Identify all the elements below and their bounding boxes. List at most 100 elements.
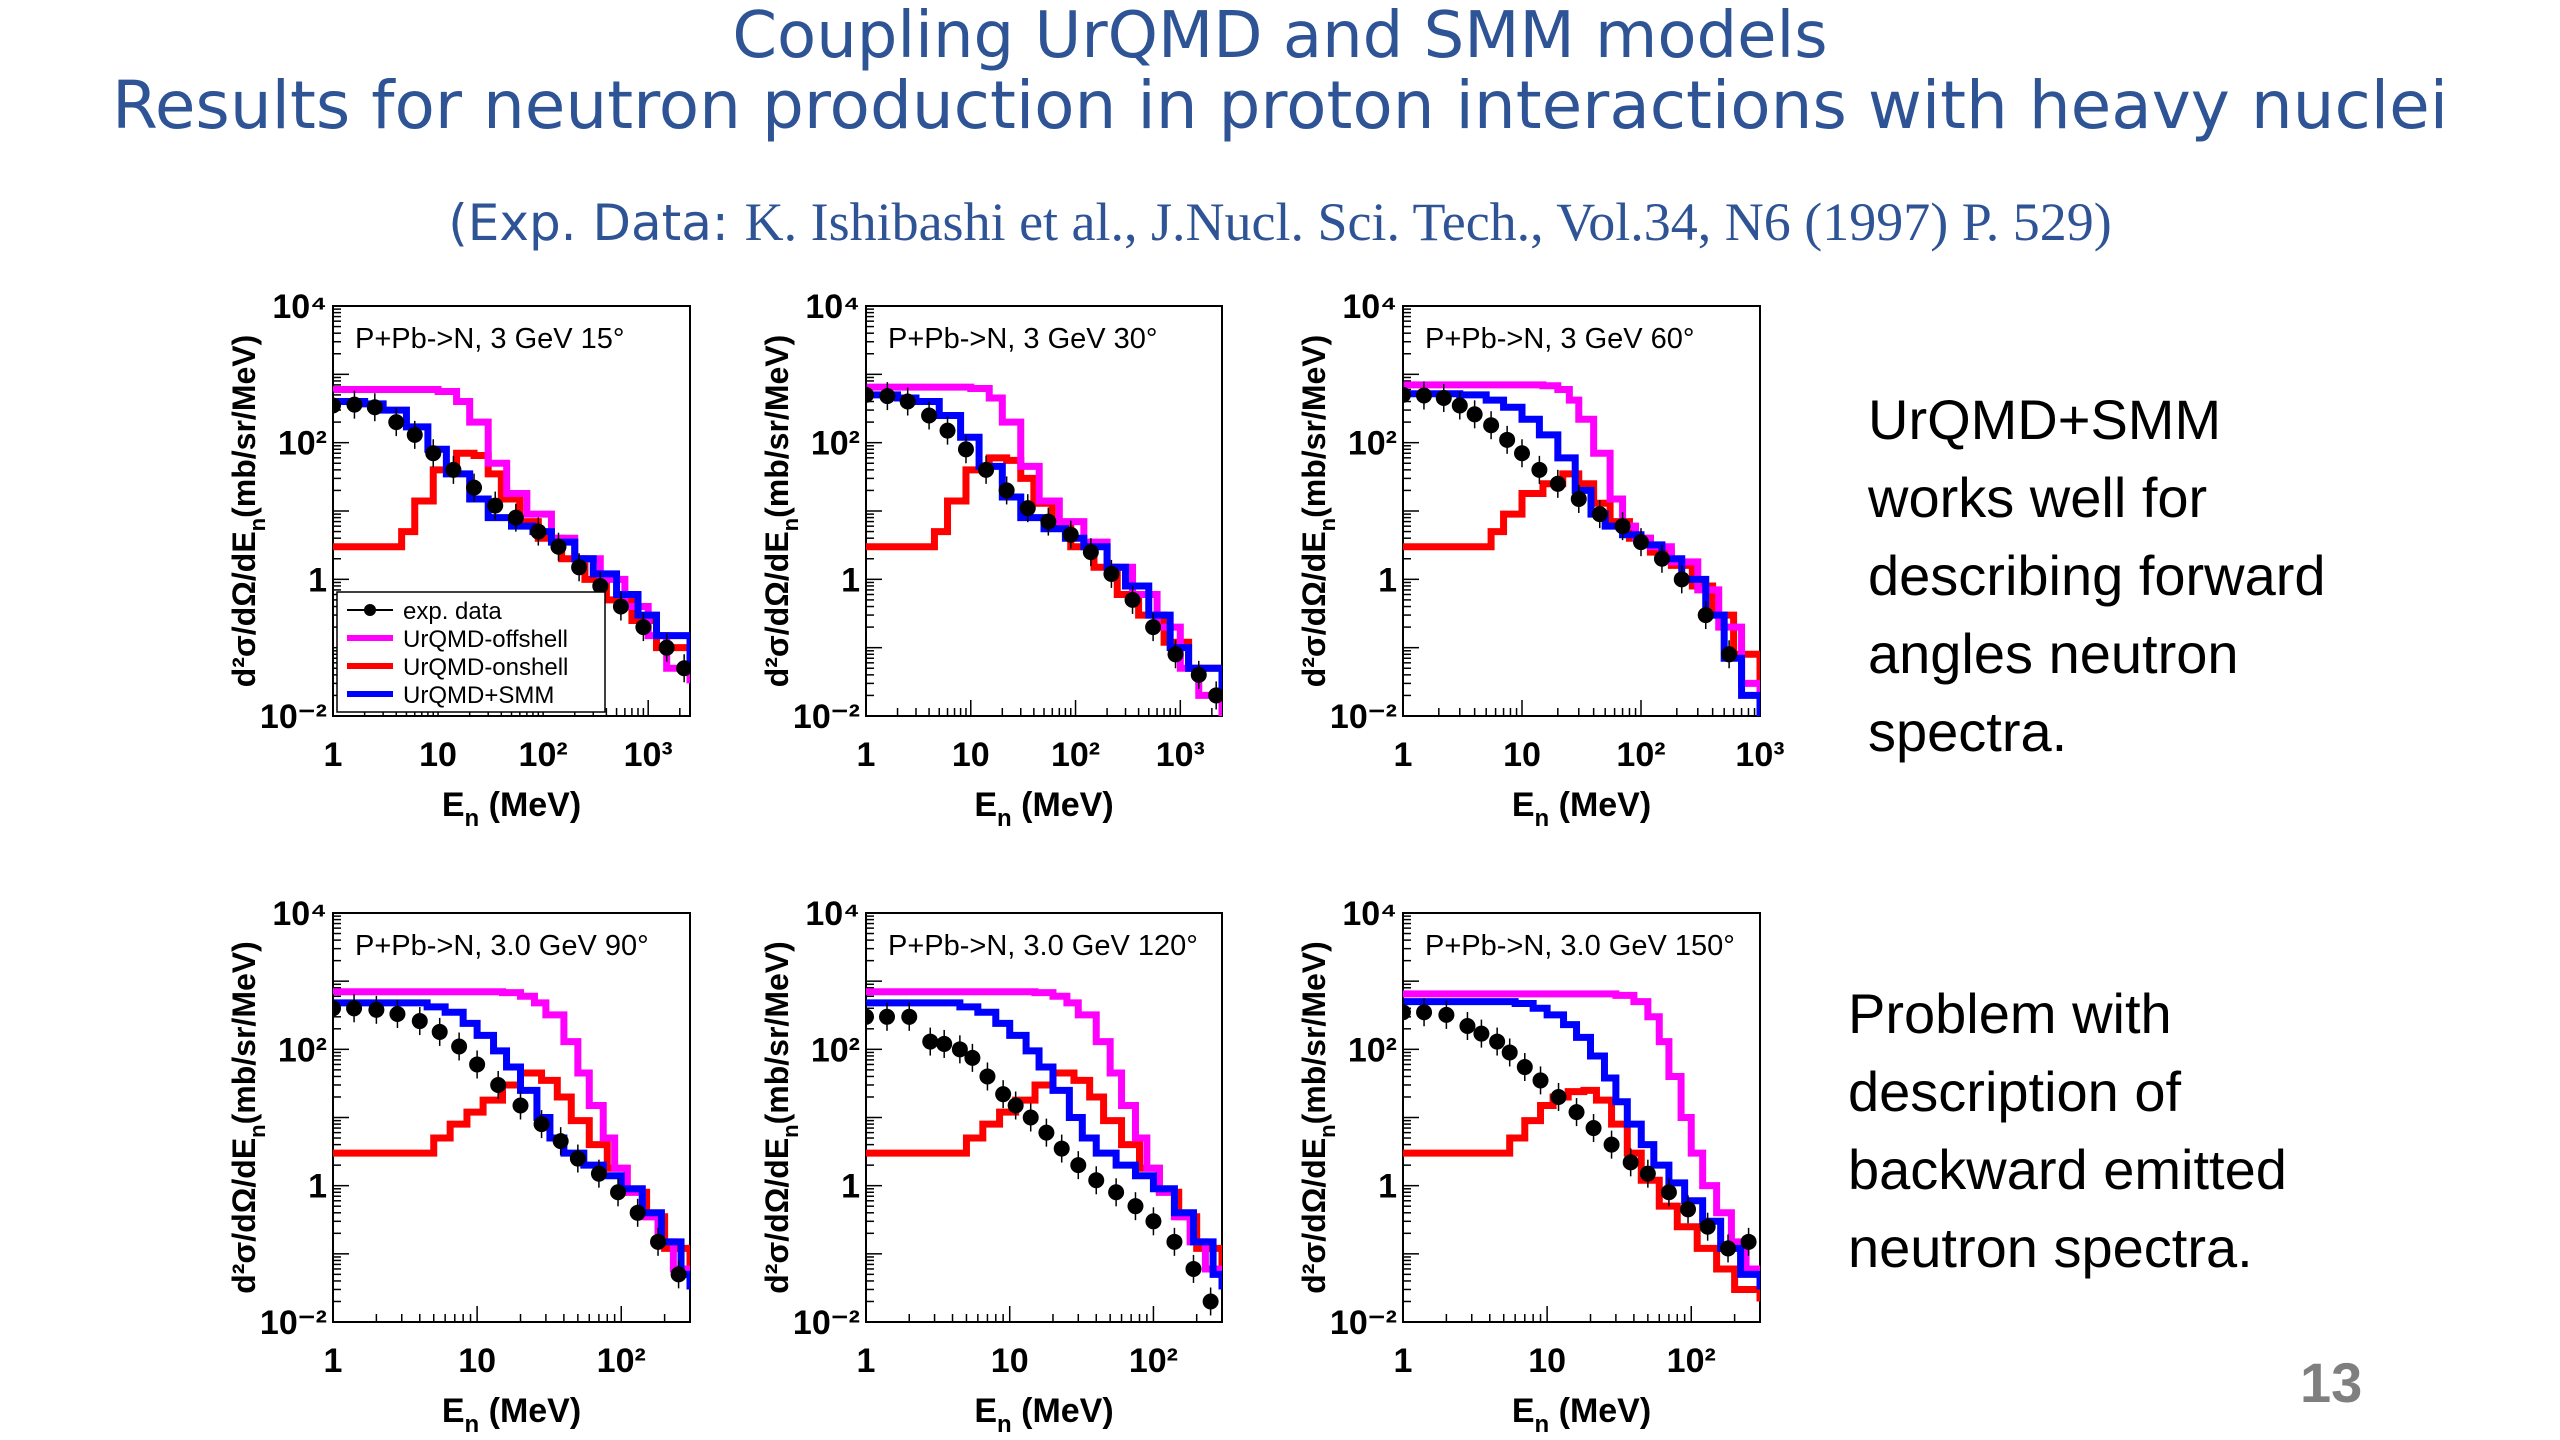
data-reference: (Exp. Data: K. Ishibashi et al., J.Nucl.… [0, 190, 2560, 255]
exp-data-point [1103, 565, 1120, 582]
exp-data-point [1603, 1136, 1620, 1153]
x-tick-label: 10² [1667, 1342, 1716, 1380]
y-tick-label: 10² [1348, 1031, 1397, 1069]
series-group [1403, 990, 1760, 1302]
exp-data-point [1499, 431, 1516, 448]
y-tick-label: 10⁻² [260, 698, 327, 736]
panel-title: P+Pb->N, 3 GeV 15° [355, 323, 625, 355]
exp-data-point [1516, 1059, 1533, 1076]
exp-data-point [1466, 406, 1483, 423]
exp-data-point [901, 1008, 918, 1025]
x-axis-label: En (MeV) [1512, 1392, 1651, 1438]
x-tick-label: 10 [991, 1342, 1029, 1380]
note-line: backward emitted [1848, 1138, 2287, 1201]
legend-label: exp. data [403, 598, 502, 625]
x-tick-label: 1 [1394, 1342, 1413, 1380]
series-group [1403, 380, 1760, 716]
series-group [333, 385, 690, 684]
exp-data-point [487, 497, 504, 514]
exp-data-point [490, 1076, 507, 1093]
exp-data-point [1167, 646, 1184, 663]
exp-data-point [1082, 544, 1099, 561]
exp-data-point [995, 1086, 1012, 1103]
exp-data-point [1190, 666, 1207, 683]
exp-data-point [1549, 475, 1566, 492]
exp-data-point [1622, 1154, 1639, 1171]
exp-data-point [571, 559, 588, 576]
exp-data-point [978, 461, 995, 478]
series-group [333, 988, 690, 1290]
panel-title: P+Pb->N, 3 GeV 60° [1425, 323, 1695, 355]
note-line: UrQMD+SMM [1868, 388, 2222, 451]
y-tick-label: 10⁴ [805, 288, 860, 326]
exp-data-point [389, 1005, 406, 1022]
exp-data-point [1088, 1172, 1105, 1189]
exp-data-point [1145, 1213, 1162, 1230]
y-tick-label: 10⁻² [793, 1304, 860, 1342]
x-tick-label: 10² [1616, 736, 1665, 774]
exp-data-point [1166, 1233, 1183, 1250]
exp-data-point [899, 393, 916, 410]
slide-title: Coupling UrQMD and SMM models [732, 0, 1828, 73]
x-tick-label: 10³ [624, 736, 673, 774]
x-tick-label: 10 [1528, 1342, 1566, 1380]
exp-data-point [469, 1056, 486, 1073]
exp-data-point [922, 1033, 939, 1050]
x-tick-label: 1 [857, 736, 876, 774]
exp-data-point [1585, 1120, 1602, 1137]
exp-data-point [650, 1233, 667, 1250]
exp-data-point [998, 482, 1015, 499]
exp-data-point [1040, 513, 1057, 530]
exp-data-point [610, 1184, 627, 1201]
note-line: works well for [1868, 466, 2208, 529]
exp-data-point [1416, 1004, 1433, 1021]
exp-data-point [1531, 461, 1548, 478]
exp-data-point [431, 1023, 448, 1040]
exp-data-point [1514, 445, 1530, 462]
note-line: spectra. [1868, 700, 2068, 763]
note-line: description of [1848, 1060, 2182, 1123]
exp-data-point [1699, 1218, 1716, 1235]
exp-data-point [333, 1000, 341, 1017]
exp-data-point [629, 1204, 646, 1221]
exp-data-point [1435, 390, 1452, 407]
series-onshell [1403, 1086, 1760, 1302]
y-axis-label: d²σ/dΩ/dEn(mb/sr/MeV) [1296, 941, 1340, 1294]
exp-data-point [879, 1008, 896, 1025]
y-tick-label: 10² [1348, 425, 1397, 463]
x-tick-label: 10² [597, 1342, 646, 1380]
exp-data-point [1208, 687, 1222, 704]
exp-data-point [1007, 1097, 1024, 1114]
exp-data-point [676, 660, 690, 677]
y-tick-label: 1 [841, 561, 860, 599]
x-axis-label: En (MeV) [442, 1392, 581, 1438]
y-axis-label: d²σ/dΩ/dEn(mb/sr/MeV) [1296, 335, 1340, 688]
y-tick-label: 10⁴ [272, 895, 327, 933]
exp-data-point [670, 1266, 687, 1283]
exp-data-point [921, 407, 938, 424]
exp-data-point [1639, 1165, 1656, 1182]
exp-data-point [1038, 1124, 1055, 1141]
x-axis-label: En (MeV) [1512, 786, 1651, 832]
x-tick-label: 1 [1394, 736, 1413, 774]
series-group [866, 988, 1222, 1316]
x-tick-label: 1 [324, 736, 343, 774]
exp-data-point [530, 523, 547, 540]
exp-data-point [936, 1035, 953, 1052]
exp-data-point [1532, 1072, 1549, 1089]
exp-data-point [866, 1008, 874, 1025]
exp-data-point [1720, 1240, 1737, 1257]
exp-data-point [1070, 1157, 1087, 1174]
exp-data-point [1550, 1088, 1567, 1105]
y-tick-label: 10² [811, 425, 860, 463]
exp-data-point [1451, 397, 1468, 414]
note-line: describing forward [1868, 544, 2326, 607]
x-axis-label: En (MeV) [442, 786, 581, 832]
series-smm [333, 398, 690, 669]
y-tick-label: 10⁻² [793, 698, 860, 736]
exp-data-point [406, 426, 423, 443]
note-line: neutron spectra. [1848, 1216, 2253, 1279]
y-axis-label: d²σ/dΩ/dEn(mb/sr/MeV) [759, 941, 803, 1294]
exp-data-point [1483, 417, 1500, 434]
exp-data-point [1438, 1006, 1455, 1023]
